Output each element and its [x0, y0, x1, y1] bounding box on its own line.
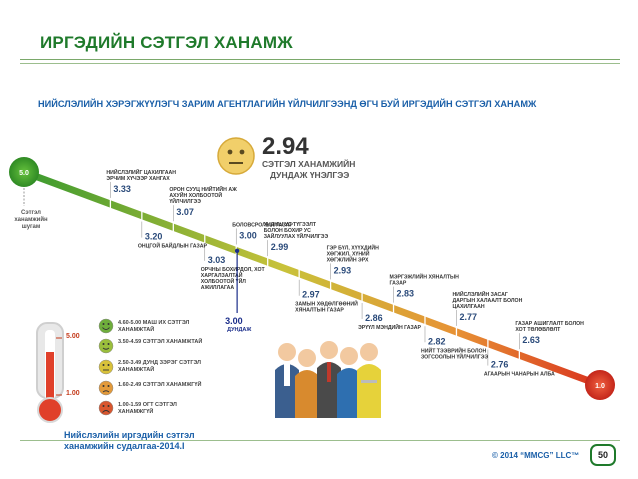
- data-value-6: 2.99: [271, 242, 289, 252]
- page-title: ИРГЭДИЙН СЭТГЭЛ ХАНАМЖ: [40, 33, 293, 52]
- page-number: 50: [590, 444, 616, 466]
- neutral-face-icon: [98, 359, 114, 375]
- data-value-8: 2.93: [334, 265, 352, 275]
- data-label-7: ЗАМЫН ХӨДӨЛГӨӨНИЙ ХЯНАЛТЫН ГАЗАР: [295, 300, 358, 314]
- title-divider: [20, 59, 620, 60]
- data-value-1: 3.33: [113, 184, 131, 194]
- average-marker-label: ДУНДАЖ: [227, 327, 251, 333]
- chart-subtitle: НИЙСЛЭЛИЙН ХЭРЭГЖҮҮЛЭГЧ ЗАРИМ АГЕНТЛАГИЙ…: [38, 99, 537, 109]
- scale-end-circle: [585, 370, 615, 400]
- people-illustration: [275, 341, 381, 418]
- very-happy-face-icon: [98, 318, 114, 334]
- scale-start-label: 5.0: [19, 170, 29, 177]
- scale-end-label: 1.0: [595, 383, 605, 390]
- data-label-13: АГААРЫН ЧАНАРЫН АЛБА: [484, 372, 555, 378]
- data-value-5: 3.00: [239, 230, 257, 240]
- data-label-14: ГАЗАР АШИГЛАЛТ БОЛОН ХОТ ТӨЛӨВЛӨЛТ: [515, 321, 584, 333]
- data-value-11: 2.82: [428, 336, 446, 346]
- thermometer-bottom-label: 1.00: [66, 390, 80, 397]
- data-value-14: 2.63: [522, 335, 540, 345]
- data-value-13: 2.76: [491, 360, 509, 370]
- data-label-8: ГЭР БҮЛ, ХҮҮХДИЙН ХӨГЖИЛ, ХҮНИЙ ХӨГЖЛИЙН Э…: [327, 243, 380, 263]
- average-marker-value: 3.00: [225, 316, 243, 326]
- data-label-5: БОЛОВСРОЛЫН ГАЗАР: [232, 222, 293, 228]
- legend-item-4: 1.60-2.49 СЭТГЭЛ ХАНАМЖГҮЙ: [118, 382, 202, 388]
- data-value-12: 2.77: [459, 312, 477, 322]
- legend-item-1: 4.60-5.00 МАШ ИХ СЭТГЭЛ ХАНАМЖТАЙ: [118, 320, 190, 333]
- data-label-11: НИЙТ ТЭЭВРИЙН БОЛОН ЗОГСООЛЫН ҮЙЛЧИЛГЭЭ: [421, 346, 488, 360]
- thermometer-top-label: 5.00: [66, 333, 80, 340]
- data-value-2: 3.20: [145, 232, 163, 242]
- average-value: 2.94: [262, 133, 309, 160]
- ticks-layer: [109, 181, 521, 366]
- footer-line-2: ханамжийн судалгаа-2014.I: [64, 441, 185, 451]
- legend-faces: [98, 318, 114, 416]
- data-value-10: 2.83: [397, 289, 415, 299]
- data-label-12: НИЙСЛЭЛИЙН ЗАСАГ ДАРГЫН ХАЛААЛТ БОЛОН ЦАХИ…: [452, 290, 522, 310]
- title-divider-thin: [20, 63, 620, 64]
- data-value-4: 3.03: [208, 255, 226, 265]
- legend-item-5: 1.00-1.59 ОГТ СЭТГЭЛ ХАНАМЖГҮЙ: [118, 402, 177, 415]
- data-label-6: УНДНЫ УС ТҮГЭЭЛТ БОЛОН БОХИР УС ЗАЙЛУУЛАХ …: [264, 222, 329, 240]
- data-label-4: ОРЧНЫ БОХИРДОЛ, ХОТ ХАРГАЛЗАЛТАЙ ХОЛБООТОЙ…: [201, 267, 266, 291]
- satisfaction-line: [20, 168, 604, 389]
- average-marker-dot: [234, 248, 240, 254]
- data-label-10: МЭРГЭЖЛИЙН ХЯНАЛТЫН ГАЗАР: [390, 273, 460, 287]
- data-label-2: ОНЦГОЙ БАЙДЛЫН ГАЗАР: [138, 242, 208, 250]
- data-value-9: 2.86: [365, 313, 383, 323]
- data-value-7: 2.97: [302, 290, 320, 300]
- sad-face-icon: [98, 380, 114, 396]
- footer-line-1: Нийслэлийн иргэдийн сэтгэл: [64, 430, 195, 440]
- happy-face-icon: [98, 338, 114, 354]
- neutral-face-icon: [217, 137, 255, 175]
- very-sad-face-icon: [98, 400, 114, 416]
- legend-item-2: 3.50-4.59 СЭТГЭЛ ХАНАМЖТАЙ: [118, 339, 203, 345]
- footer-study-name: Нийслэлийн иргэдийн сэтгэл ханамжийн суд…: [64, 430, 195, 452]
- labels-layer: 3.33 НИЙСЛЭЛИЙГ ЦАХИЛГААН ЭРЧИМ ХҮЧЭЭР ХАН…: [106, 168, 584, 378]
- thermometer-icon: [36, 322, 64, 423]
- footer-divider: [20, 440, 620, 441]
- average-label-line2: ДУНДАЖ ҮНЭЛГЭЭ: [270, 170, 350, 180]
- data-label-3: ОРОН СУУЦ НИЙТИЙН АЖ АХУЙН ХОЛБООТОЙ ҮЙЛЧИ…: [169, 185, 237, 205]
- scale-start-circle: [9, 157, 39, 187]
- legend-item-3: 2.50-3.49 ДУНД ЗЭРЭГ СЭТГЭЛ ХАНАМЖТАЙ: [118, 360, 202, 373]
- data-label-1: НИЙСЛЭЛИЙГ ЦАХИЛГААН ЭРЧИМ ХҮЧЭЭР ХАНГАХ: [106, 168, 176, 182]
- copyright: © 2014 “MMCG” LLC™: [492, 451, 580, 460]
- data-value-3: 3.07: [176, 207, 194, 217]
- average-label-line1: СЭТГЭЛ ХАНАМЖИЙН: [262, 159, 356, 169]
- data-label-9: ЭРҮҮЛ МЭНДИЙН ГАЗАР: [358, 323, 421, 331]
- start-note: Сэтгэл ханамжийн шугам: [14, 210, 48, 230]
